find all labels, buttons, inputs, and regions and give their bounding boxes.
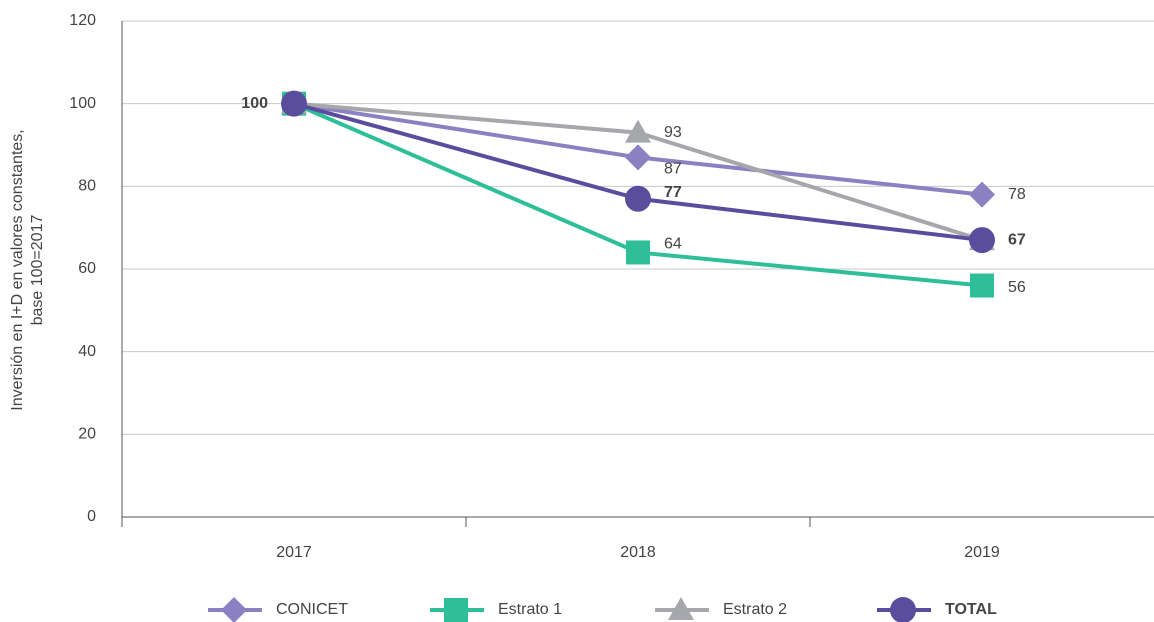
data-point: [626, 240, 650, 265]
legend-marker: [444, 598, 468, 622]
y-tick-label: 120: [69, 12, 96, 29]
legend-marker: [668, 597, 694, 620]
y-axis-label: base 100=2017: [29, 215, 46, 326]
data-point: [281, 90, 307, 117]
data-label: 100: [241, 95, 268, 112]
legend-label: Estrato 1: [498, 601, 562, 618]
data-point: [970, 273, 994, 298]
data-label: 67: [1008, 231, 1026, 248]
data-label: 87: [664, 161, 682, 178]
data-label: 77: [664, 184, 682, 201]
data-label: 78: [1008, 186, 1026, 203]
legend-label: Estrato 2: [723, 601, 787, 618]
y-tick-label: 20: [78, 426, 96, 443]
data-point: [625, 144, 651, 171]
y-tick-label: 0: [87, 508, 96, 525]
y-tick-label: 80: [78, 178, 96, 195]
y-tick-label: 60: [78, 260, 96, 277]
legend-label: TOTAL: [945, 601, 997, 618]
legend-marker: [890, 597, 916, 622]
data-label: 56: [1008, 279, 1026, 296]
legend-marker: [221, 597, 247, 622]
x-tick-label: 2017: [276, 544, 312, 561]
data-label: 64: [664, 236, 682, 253]
data-point: [969, 181, 995, 208]
x-tick-label: 2019: [964, 544, 1000, 561]
data-point: [969, 227, 995, 254]
legend-label: CONICET: [276, 601, 348, 618]
y-axis-label: Inversión en I+D en valores constantes,: [9, 129, 26, 411]
data-label: 93: [664, 124, 682, 141]
x-tick-label: 2018: [620, 544, 656, 561]
y-tick-label: 40: [78, 343, 96, 360]
data-point: [625, 119, 651, 143]
data-point: [625, 185, 651, 212]
y-tick-label: 100: [69, 95, 96, 112]
